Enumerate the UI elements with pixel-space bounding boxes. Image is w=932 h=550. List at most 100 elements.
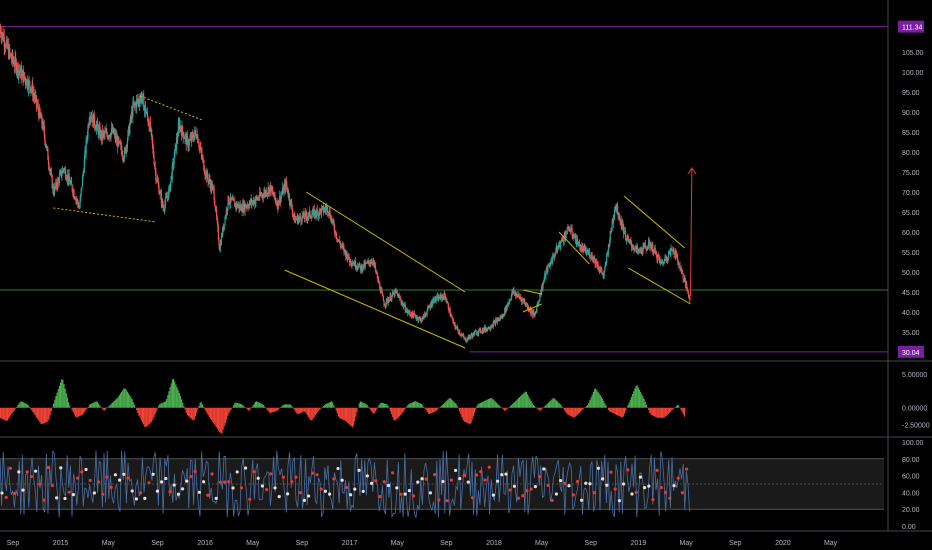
histogram-bar: [43, 407, 45, 424]
candle-body: [299, 215, 301, 219]
candle-body: [519, 297, 522, 299]
candle-body: [633, 247, 635, 250]
candle-body: [194, 130, 196, 133]
histogram-bar: [418, 402, 420, 408]
candle-body: [157, 182, 159, 186]
rsi-dot: [487, 465, 491, 469]
histogram-bar: [192, 407, 194, 421]
trendline[interactable]: [623, 195, 685, 249]
rsi-dot: [256, 476, 260, 480]
oscillator-pane[interactable]: [0, 378, 686, 434]
histogram-bar: [102, 407, 104, 411]
candle-body: [88, 120, 90, 127]
histogram-bar: [547, 402, 549, 408]
candle-body: [604, 267, 606, 271]
histogram-bar: [613, 407, 615, 414]
trendline[interactable]: [139, 95, 203, 121]
candle-body: [593, 256, 595, 260]
trendline[interactable]: [53, 207, 157, 223]
candle-body: [46, 146, 48, 148]
price-pane[interactable]: [0, 23, 888, 353]
candle-body: [263, 193, 265, 198]
rsi-dot: [609, 470, 613, 474]
histogram-bar: [471, 407, 473, 420]
candle-body: [666, 259, 668, 261]
histogram-bar: [375, 407, 378, 410]
candle-body: [550, 260, 552, 266]
candle-body: [651, 244, 653, 248]
candle-body: [641, 247, 643, 253]
histogram-bar: [612, 407, 614, 414]
candle-body: [570, 228, 573, 229]
time-tick-label: 2016: [197, 540, 213, 547]
candle-body: [231, 199, 233, 200]
candle-body: [254, 200, 257, 204]
candle-body: [538, 300, 540, 304]
candle-body: [515, 292, 517, 297]
rsi-dot: [407, 489, 411, 493]
candle-body: [667, 253, 670, 259]
price-tick-label: 80.00: [902, 150, 920, 157]
histogram-bar: [13, 407, 15, 411]
candle-body: [621, 222, 624, 229]
price-tick-label: 50.00: [902, 270, 920, 277]
candle-body: [609, 231, 611, 241]
candle-body: [156, 179, 158, 181]
candle-body: [496, 319, 498, 323]
histogram-bar: [463, 407, 465, 422]
candle-body: [51, 175, 53, 189]
candle-body: [73, 190, 75, 197]
histogram-bar: [560, 405, 562, 408]
histogram-bar: [170, 383, 172, 408]
projection-arrow[interactable]: [689, 167, 693, 297]
trendline[interactable]: [522, 289, 542, 295]
candle-body: [367, 261, 369, 263]
candle-body: [15, 57, 17, 62]
candle-body: [357, 267, 359, 269]
histogram-bar: [363, 402, 365, 408]
candle-body: [553, 256, 556, 257]
rsi-dot: [479, 470, 483, 474]
trendline[interactable]: [284, 269, 466, 349]
histogram-bar: [538, 407, 540, 411]
candle-body: [552, 254, 554, 256]
histogram-bar: [395, 407, 397, 420]
histogram-bar: [78, 407, 80, 417]
candle-body: [615, 205, 617, 210]
candle-body: [485, 329, 488, 331]
candle-body: [195, 132, 197, 137]
trendline[interactable]: [305, 191, 466, 293]
histogram-bar: [118, 395, 120, 408]
candle-body: [613, 216, 615, 220]
candle-body: [642, 245, 644, 253]
histogram-bar: [402, 407, 404, 412]
candle-body: [455, 326, 457, 329]
histogram-bar: [468, 407, 470, 424]
candle-body: [54, 186, 56, 187]
candle-body: [193, 135, 195, 141]
price-scale[interactable]: 105.00100.0095.0090.0085.0080.0075.0070.…: [898, 20, 930, 531]
candle-body: [498, 318, 500, 321]
candle-body: [363, 262, 365, 268]
trendline[interactable]: [628, 267, 691, 305]
histogram-bar: [360, 401, 363, 408]
candle-body: [581, 246, 583, 248]
candle-body: [229, 196, 232, 204]
candle-body: [253, 200, 255, 205]
histogram-bar: [85, 407, 87, 411]
price-label-badge[interactable]: [898, 20, 924, 33]
candle-body: [325, 207, 327, 211]
trendline[interactable]: [522, 303, 542, 313]
rsi-dot: [550, 498, 554, 503]
price-label-badge[interactable]: [898, 345, 924, 358]
candle-body: [294, 214, 296, 223]
candle-body: [148, 123, 150, 126]
candle-body: [576, 239, 579, 244]
rsi-dot: [130, 489, 134, 493]
trendline[interactable]: [558, 231, 590, 265]
candle-body: [670, 248, 672, 252]
rsi-dot: [647, 484, 651, 488]
time-scale[interactable]: Sep 2015 May Sep 2016 May Sep 2017 May Sep 2018 May…: [7, 540, 838, 547]
histogram-bar: [374, 407, 376, 412]
rsi-pane[interactable]: [0, 449, 884, 519]
